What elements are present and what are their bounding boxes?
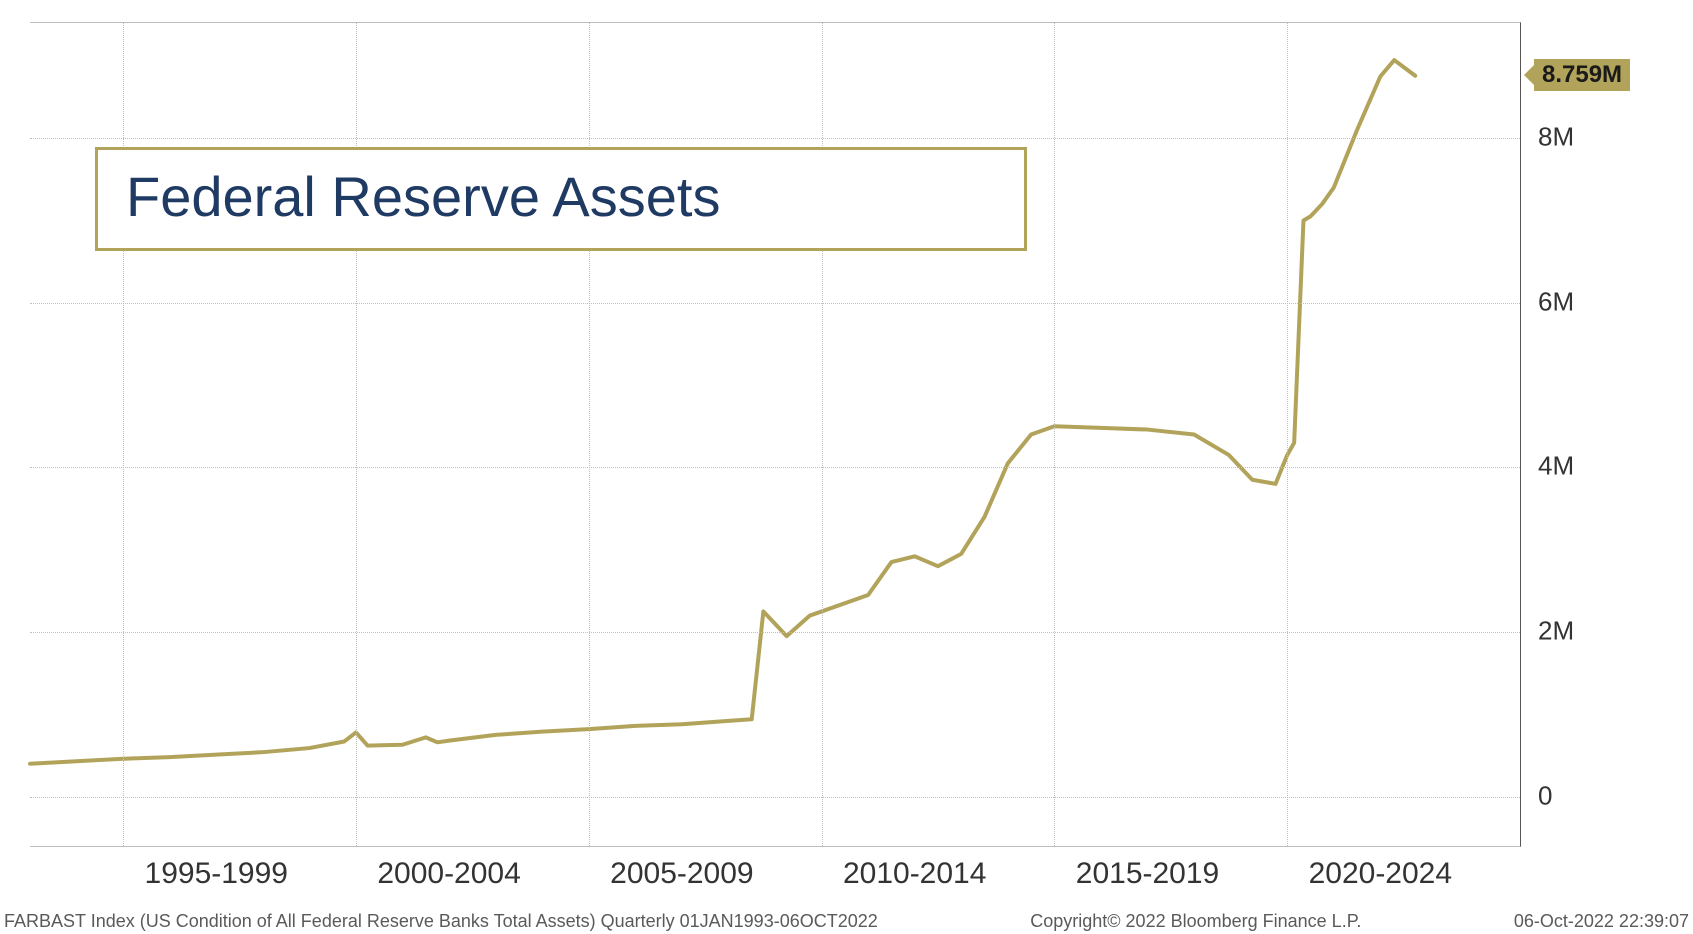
y-tick-label: 2M (1538, 616, 1574, 647)
y-tick-label: 6M (1538, 286, 1574, 317)
y-gridline (30, 797, 1520, 798)
y-gridline (30, 138, 1520, 139)
x-tick-label: 2010-2014 (843, 857, 986, 891)
y-gridline (30, 467, 1520, 468)
x-gridline (1287, 23, 1288, 846)
chart-container: Federal Reserve Assets 8.759M FARBAST In… (0, 0, 1693, 934)
x-tick-label: 2015-2019 (1076, 857, 1219, 891)
y-tick-label: 0 (1538, 780, 1552, 811)
footer-center: Copyright© 2022 Bloomberg Finance L.P. (1030, 911, 1361, 932)
chart-title-box: Federal Reserve Assets (95, 147, 1027, 251)
footer-right: 06-Oct-2022 22:39:07 (1514, 911, 1689, 932)
last-value-label: 8.759M (1542, 61, 1622, 88)
chart-footer: FARBAST Index (US Condition of All Feder… (4, 911, 1689, 932)
plot-area (30, 22, 1521, 847)
y-tick-label: 4M (1538, 451, 1574, 482)
chart-title: Federal Reserve Assets (126, 165, 720, 228)
y-tick-label: 8M (1538, 122, 1574, 153)
x-tick-label: 2000-2004 (377, 857, 520, 891)
y-gridline (30, 303, 1520, 304)
last-value-badge: 8.759M (1534, 59, 1630, 91)
x-tick-label: 2005-2009 (610, 857, 753, 891)
y-gridline (30, 632, 1520, 633)
x-tick-label: 1995-1999 (145, 857, 288, 891)
x-tick-label: 2020-2024 (1309, 857, 1452, 891)
footer-left: FARBAST Index (US Condition of All Feder… (4, 911, 878, 932)
x-gridline (1054, 23, 1055, 846)
